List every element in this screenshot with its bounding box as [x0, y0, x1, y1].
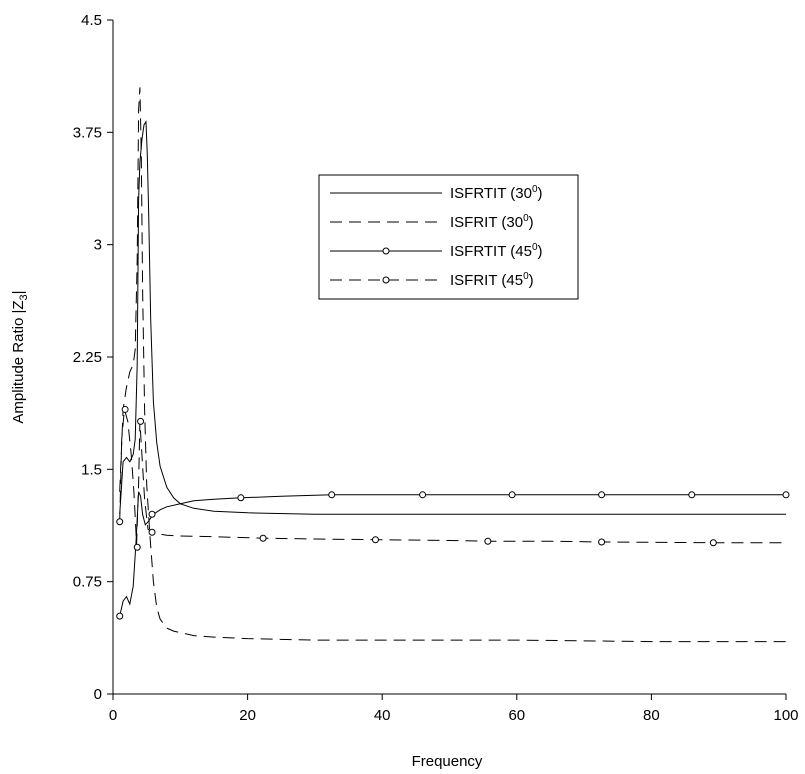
series-line-4	[119, 409, 786, 545]
x-tick-label: 100	[773, 707, 798, 724]
series-4-marker	[116, 518, 124, 526]
y-axis-label: Amplitude Ratio |Z3|	[10, 290, 30, 423]
legend-marker-3	[382, 247, 390, 255]
legend-marker-4	[382, 276, 390, 284]
y-tick-label: 1.5	[81, 461, 102, 478]
x-tick-label: 20	[239, 707, 256, 724]
series-3-marker	[116, 612, 124, 620]
series-line-1	[119, 120, 786, 515]
series-3-marker	[328, 491, 336, 499]
series-4-marker	[259, 534, 267, 542]
series-4-marker	[484, 537, 492, 545]
series-3-marker	[782, 491, 790, 499]
y-tick-label: 4.5	[81, 12, 102, 29]
plot-series	[116, 87, 790, 643]
series-4-marker	[121, 405, 129, 413]
series-3-marker	[237, 494, 245, 502]
series-3-marker	[688, 491, 696, 499]
x-axis-label: Frequency	[412, 753, 483, 770]
series-3-marker	[598, 491, 606, 499]
axes: 0 0.75 1.5 2.25 3 3.75 4.5 0 20 40 60 80 100	[73, 12, 799, 724]
x-tick-label: 60	[508, 707, 525, 724]
series-3-marker	[419, 491, 427, 499]
y-tick-label: 0	[94, 686, 102, 703]
y-tick-label: 0.75	[73, 574, 102, 591]
series-line-2	[119, 87, 786, 643]
legend: ISFRTIT (300) ISFRIT (300) ISFRTIT (450) IS…	[318, 174, 579, 300]
x-tick-label: 80	[643, 707, 660, 724]
series-3-marker	[508, 491, 516, 499]
series-line-3	[119, 491, 786, 617]
y-axis-label-suffix: |	[10, 290, 27, 294]
legend-label-1: ISFRTIT (300)	[450, 184, 543, 202]
series-4-marker	[133, 543, 141, 551]
legend-label-2: ISFRIT (300)	[450, 213, 534, 231]
series-4-marker	[598, 538, 606, 546]
y-tick-label: 3.75	[73, 124, 102, 141]
y-axis-label-subscript: 3	[18, 294, 30, 300]
series-4-marker	[148, 528, 156, 536]
series-4-marker	[137, 417, 145, 425]
series-4-marker	[371, 536, 379, 544]
y-tick-label: 3	[94, 237, 102, 254]
legend-label-3: ISFRTIT (450)	[450, 242, 543, 260]
legend-box	[318, 174, 579, 300]
series-4-marker	[709, 539, 717, 547]
x-tick-label: 40	[374, 707, 391, 724]
series-3-marker	[148, 510, 156, 518]
legend-label-4: ISFRIT (450)	[450, 271, 534, 289]
x-tick-label: 0	[109, 707, 117, 724]
y-tick-label: 2.25	[73, 349, 102, 366]
y-axis-label-main: Amplitude Ratio |Z	[10, 300, 27, 423]
